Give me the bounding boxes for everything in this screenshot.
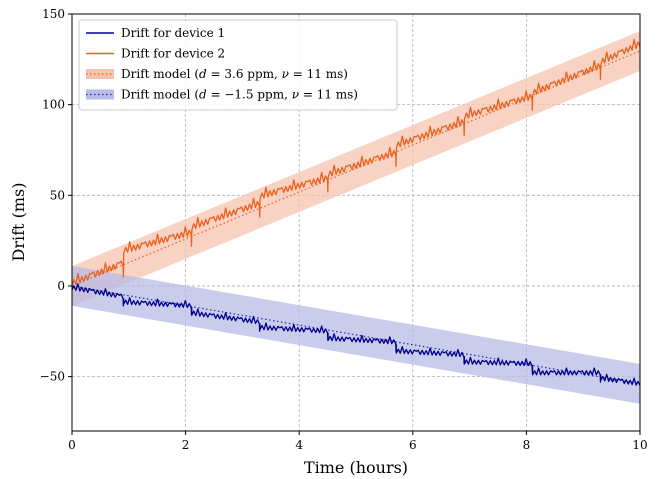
plot-frame [71, 13, 641, 432]
legend-label: Drift for device 1 [121, 26, 225, 40]
y-axis-title: Drift (ms) [9, 183, 28, 262]
y-tick-label: 50 [50, 188, 65, 202]
legend-label: Drift model (d = 3.6 ppm, ν = 11 ms) [121, 67, 348, 81]
legend-box [78, 19, 398, 111]
y-tick-label: 100 [42, 98, 65, 112]
x-axis-title: Time (hours) [304, 458, 408, 477]
series-line [72, 283, 640, 386]
x-tick-label: 0 [68, 438, 76, 452]
legend-label: Drift for device 2 [121, 47, 225, 61]
y-tick-label: −50 [40, 370, 65, 384]
legend-label: Drift model (d = −1.5 ppm, ν = 11 ms) [121, 88, 358, 102]
series-lines [72, 38, 640, 386]
model-line [72, 285, 640, 385]
x-tick-label: 4 [295, 438, 303, 452]
x-tick-label: 6 [409, 438, 417, 452]
y-tick-label: 150 [42, 7, 65, 21]
legend-swatch [86, 89, 114, 100]
y-tick-label: 0 [57, 279, 65, 293]
legend-swatch [86, 69, 114, 79]
legend: Drift for device 1 Drift for device 2 Drif… [78, 19, 398, 111]
x-tick-label: 8 [523, 438, 531, 452]
x-tick-label: 10 [632, 438, 647, 452]
x-tick-label: 2 [182, 438, 190, 452]
series-line [72, 38, 640, 287]
axis-ticks: 0 2 4 6 8 10 −50 0 50 100 150 [40, 7, 648, 452]
